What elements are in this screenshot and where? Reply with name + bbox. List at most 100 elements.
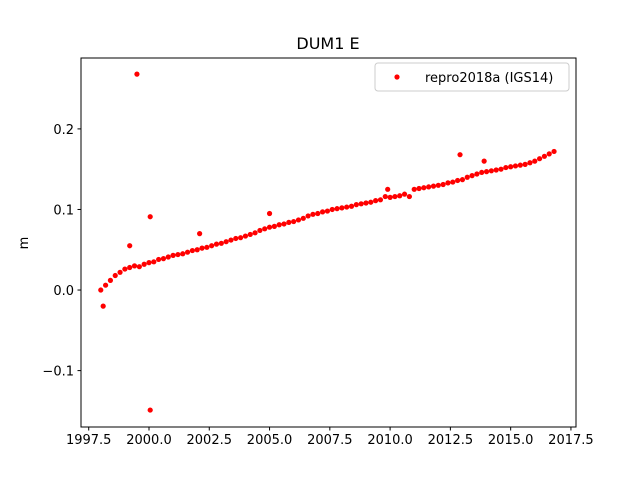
point <box>170 252 176 258</box>
point <box>430 183 437 189</box>
point <box>257 227 263 234</box>
point <box>536 156 543 162</box>
x-tick-label: 2017.5 <box>548 433 594 448</box>
point <box>387 194 393 200</box>
point <box>483 169 490 175</box>
y-tick-label: 0.1 <box>53 203 74 218</box>
point <box>98 287 104 293</box>
point <box>262 226 268 232</box>
y-tick-label: −0.1 <box>42 365 74 380</box>
x-tick-label: 2005.0 <box>247 433 293 448</box>
x-tick-label: 1997.5 <box>66 433 112 448</box>
point <box>233 235 239 242</box>
point <box>488 168 494 174</box>
point <box>397 193 403 199</box>
point <box>348 203 355 209</box>
point <box>377 197 384 203</box>
point <box>385 186 391 192</box>
point <box>541 153 548 159</box>
legend: repro2018a (IGS14) <box>374 62 570 92</box>
point <box>344 204 350 210</box>
point <box>127 243 133 249</box>
point <box>445 180 451 186</box>
point <box>156 256 162 263</box>
x-tick-label: 2015.0 <box>488 433 534 448</box>
point <box>532 158 538 164</box>
point <box>319 209 326 215</box>
point <box>315 210 321 217</box>
point <box>252 230 258 236</box>
point <box>102 282 109 288</box>
legend-label: repro2018a (IGS14) <box>425 71 553 86</box>
point <box>406 193 412 200</box>
point <box>180 251 186 257</box>
point <box>455 177 461 184</box>
point <box>213 241 220 247</box>
point <box>450 179 456 185</box>
point <box>184 249 191 255</box>
point <box>310 211 316 217</box>
point <box>107 277 114 283</box>
point <box>204 244 210 250</box>
point <box>247 231 253 238</box>
point <box>503 164 509 171</box>
x-tick-label: 2002.5 <box>187 433 233 448</box>
point <box>546 151 552 157</box>
point <box>329 206 335 213</box>
point <box>373 198 379 204</box>
point <box>411 186 417 192</box>
point <box>238 235 244 241</box>
point <box>286 219 292 225</box>
point <box>440 181 446 188</box>
point <box>493 167 499 173</box>
y-tick-label: 0.0 <box>53 284 74 299</box>
point <box>481 158 487 164</box>
point <box>464 174 470 180</box>
point <box>194 247 200 253</box>
point <box>353 202 359 208</box>
x-tick-label: 2010.0 <box>367 433 413 448</box>
point <box>175 251 181 258</box>
point <box>209 243 215 249</box>
point <box>134 71 140 77</box>
point <box>474 171 480 177</box>
point <box>271 223 277 229</box>
point <box>199 245 205 251</box>
point <box>281 221 287 227</box>
point <box>127 264 133 271</box>
point <box>522 161 528 167</box>
x-tick-label: 2007.5 <box>307 433 353 448</box>
point <box>228 237 234 243</box>
point <box>421 185 427 191</box>
y-axis-label: m <box>17 237 32 250</box>
point <box>459 177 466 183</box>
point <box>189 247 195 254</box>
point <box>358 201 364 207</box>
x-tick-label: 2000.0 <box>126 433 172 448</box>
point <box>242 233 249 239</box>
point <box>122 266 128 272</box>
point <box>334 206 340 212</box>
point <box>527 160 533 166</box>
point <box>392 193 398 200</box>
point <box>295 217 302 223</box>
point <box>498 166 504 172</box>
point <box>368 199 374 205</box>
point <box>300 215 306 221</box>
point <box>512 163 519 169</box>
point <box>131 263 138 269</box>
axes-frame <box>80 57 577 428</box>
point <box>117 269 123 275</box>
point <box>291 218 297 225</box>
point <box>363 200 369 206</box>
point <box>469 173 475 179</box>
point <box>218 240 224 246</box>
point <box>457 152 463 158</box>
point <box>517 162 523 168</box>
point <box>339 205 345 211</box>
legend-box <box>374 62 570 92</box>
point <box>305 213 311 219</box>
point <box>160 256 167 262</box>
point <box>112 272 118 279</box>
